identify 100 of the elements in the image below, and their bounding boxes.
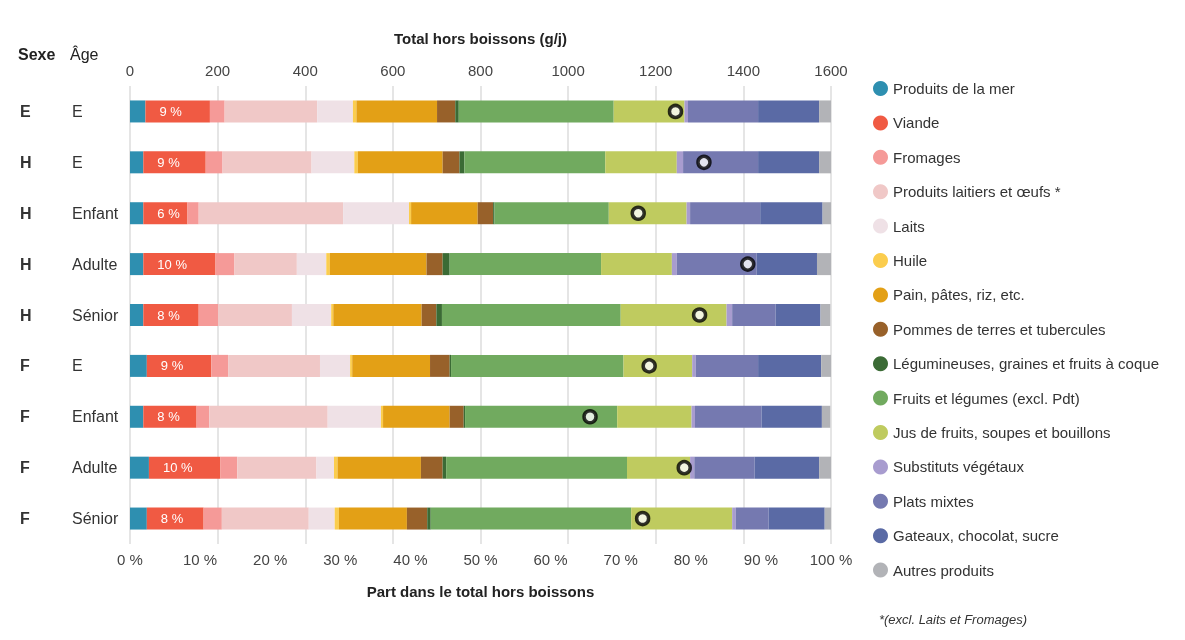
bar [380, 405, 384, 428]
bar [819, 456, 831, 479]
bar [427, 507, 431, 530]
bar [203, 507, 222, 530]
x2-tick-label: 1200 [639, 62, 673, 79]
bar [221, 507, 309, 530]
bar [676, 151, 684, 174]
bar [317, 100, 353, 123]
bar [458, 100, 614, 123]
bar [441, 304, 621, 326]
bar [406, 507, 428, 530]
bar [198, 304, 219, 326]
bar [338, 507, 407, 530]
bar [130, 354, 147, 377]
legend-label: Autres produits [893, 561, 994, 579]
bar [821, 405, 831, 428]
bar [688, 100, 759, 123]
bar [220, 456, 238, 479]
bar [437, 100, 456, 123]
bar [354, 151, 358, 174]
point [667, 103, 684, 120]
bar [692, 354, 696, 377]
x2-tick-label: 1000 [551, 62, 585, 79]
bar [316, 456, 334, 479]
x2-tick-label: 1400 [726, 62, 761, 79]
x2-axis-title: Total hors boissons (g/j) [393, 30, 568, 47]
bar [333, 304, 422, 326]
bar [430, 354, 450, 377]
bar [143, 151, 206, 174]
x-tick-label: 20 % [253, 551, 288, 568]
y-tick-label: Sénior [72, 306, 119, 324]
bar [291, 304, 332, 326]
bar [319, 354, 351, 377]
bar [761, 405, 822, 428]
bar [820, 304, 831, 326]
text: *(excl. Laits et Fromages) [878, 612, 1028, 627]
bar [758, 100, 820, 123]
legend-label: Produits de la mer [893, 80, 1015, 97]
data-label: 9 % [159, 103, 183, 119]
bar [409, 202, 412, 225]
legend-label: Plats mixtes [893, 492, 974, 510]
bar [822, 202, 831, 225]
y-tick-label: Adulte [72, 459, 118, 477]
bar [819, 100, 831, 123]
bar [442, 253, 450, 276]
bar [311, 151, 355, 174]
bar [327, 405, 381, 428]
bar [620, 304, 727, 326]
data-label: 10 % [162, 460, 193, 476]
bar [209, 405, 328, 428]
bar [343, 202, 409, 225]
y-tick-label: Enfant [72, 204, 119, 222]
bar [237, 456, 317, 479]
bar [758, 354, 822, 377]
bar [605, 151, 677, 174]
legend-label: Fruits et légumes (excl. Pdt) [893, 389, 1080, 407]
legend-label: Viande [893, 114, 940, 132]
bar [671, 253, 677, 276]
bar [758, 151, 820, 174]
y-tick-label: E [72, 153, 83, 171]
y-tick-label: Sénior [72, 510, 119, 528]
bar [775, 304, 821, 326]
bar [464, 151, 606, 174]
bar [334, 507, 339, 530]
x2-tick-label: 400 [292, 62, 318, 79]
bar [228, 354, 320, 377]
x2-tick-label: 600 [380, 62, 406, 79]
data-label: 8 % [160, 511, 184, 527]
bar [326, 253, 330, 276]
bar [459, 151, 465, 174]
bar [411, 202, 478, 225]
x-tick-label: 60 % [533, 551, 568, 568]
x-tick-label: 50 % [463, 551, 498, 568]
bar [145, 100, 210, 123]
legend-label: Substituts végétaux [893, 458, 1025, 476]
bar [146, 354, 212, 377]
y2-tick-label: F [20, 459, 30, 477]
bar [211, 354, 229, 377]
bar [146, 507, 204, 530]
bar [819, 151, 831, 174]
y2-tick-label: F [20, 510, 30, 528]
data-label: 10 % [157, 256, 188, 272]
y2-tick-label: H [20, 306, 32, 324]
bar [821, 354, 831, 377]
bar [426, 253, 443, 276]
bar [357, 151, 443, 174]
legend-label: Pain, pâtes, riz, etc. [893, 286, 1025, 304]
x2-tick-label: 800 [467, 62, 494, 79]
bar [768, 507, 825, 530]
bar [694, 456, 755, 479]
bar [477, 202, 494, 225]
bar [143, 253, 216, 276]
y-axis-title: Âge [70, 44, 99, 63]
y2-tick-label: H [20, 204, 32, 222]
bar [130, 456, 149, 479]
bar [130, 304, 144, 326]
point [630, 205, 646, 221]
legend-label: Légumineuses, graines et fruits à coque [893, 355, 1159, 373]
x-tick-label: 30 % [323, 551, 358, 568]
legend-label: Gateaux, chocolat, sucre [893, 527, 1059, 545]
